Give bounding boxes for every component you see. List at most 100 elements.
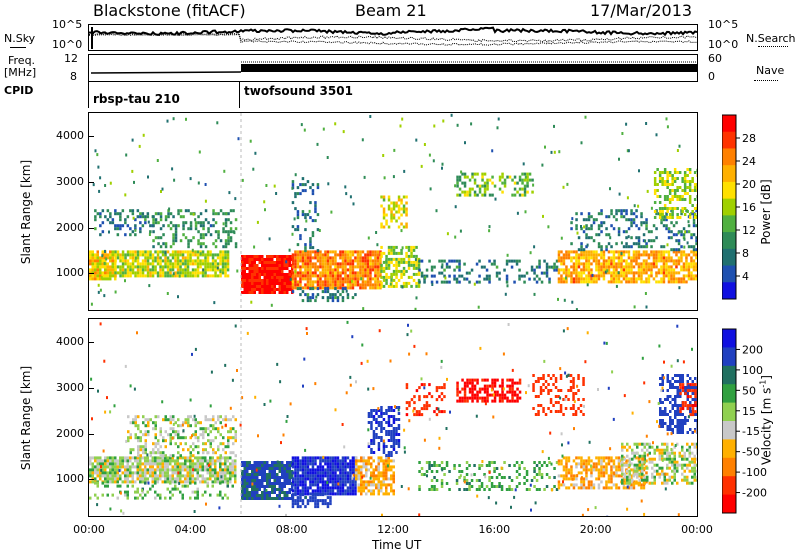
range-cell xyxy=(645,305,648,309)
range-cell xyxy=(124,459,127,463)
range-cell xyxy=(572,265,576,269)
range-cell xyxy=(204,209,208,213)
range-cell xyxy=(306,262,310,266)
range-cell xyxy=(390,486,393,490)
range-cell xyxy=(336,262,340,266)
range-cell xyxy=(197,439,200,443)
range-cell xyxy=(352,202,355,206)
range-cell xyxy=(316,468,320,472)
range-cell xyxy=(341,250,345,254)
range-cell xyxy=(438,386,441,390)
range-cell xyxy=(569,380,573,383)
range-cell xyxy=(349,256,352,260)
range-cell xyxy=(417,272,421,276)
range-cell xyxy=(555,268,559,272)
range-cell xyxy=(197,445,200,449)
range-cell xyxy=(647,256,651,260)
range-cell xyxy=(211,268,215,272)
range-cell xyxy=(294,256,297,260)
range-cell xyxy=(314,483,317,487)
range-cell xyxy=(592,256,596,260)
range-cell xyxy=(665,250,668,254)
colorbar-tick-label: 8 xyxy=(742,247,749,260)
range-cell xyxy=(405,213,408,217)
range-cell xyxy=(191,262,195,266)
range-cell xyxy=(134,456,137,460)
range-cell xyxy=(131,484,134,488)
range-cell xyxy=(159,471,162,475)
range-cell xyxy=(162,242,165,246)
range-cell xyxy=(405,251,408,255)
range-cell xyxy=(481,399,484,403)
range-cell xyxy=(263,261,266,264)
range-cell xyxy=(184,465,187,469)
range-cell xyxy=(319,499,322,503)
range-cell xyxy=(291,473,294,476)
range-cell xyxy=(316,471,320,475)
range-cell xyxy=(637,271,641,275)
range-cell xyxy=(234,436,237,440)
range-cell xyxy=(319,480,322,484)
range-cell xyxy=(309,237,312,241)
range-cell xyxy=(278,476,281,479)
range-cell xyxy=(319,274,322,278)
range-cell xyxy=(263,285,266,288)
range-cell xyxy=(311,287,315,291)
range-cell xyxy=(571,300,574,304)
range-cell xyxy=(94,456,97,460)
range-cell xyxy=(533,245,536,249)
range-cell xyxy=(392,480,395,484)
range-cell xyxy=(283,288,286,291)
range-cell xyxy=(229,477,232,481)
range-cell xyxy=(296,228,300,232)
range-cell xyxy=(114,209,117,213)
range-cell xyxy=(156,456,159,460)
range-cell xyxy=(370,492,373,496)
range-cell xyxy=(137,439,140,443)
colorbar-tick-label: 28 xyxy=(742,132,756,145)
range-cell xyxy=(248,291,251,294)
range-cell xyxy=(212,209,215,213)
range-cell xyxy=(212,439,215,443)
range-cell xyxy=(645,271,648,275)
range-cell xyxy=(372,489,375,493)
range-cell xyxy=(645,224,648,228)
range-cell xyxy=(395,201,398,205)
range-cell xyxy=(229,236,233,240)
range-cell xyxy=(309,246,312,250)
range-cell xyxy=(166,456,169,460)
range-cell xyxy=(214,265,217,269)
range-cell xyxy=(199,262,202,266)
range-cell xyxy=(592,250,596,254)
range-cell xyxy=(344,489,347,493)
range-cell xyxy=(334,468,337,472)
range-cell xyxy=(455,280,459,284)
range-cell xyxy=(557,280,561,284)
range-cell xyxy=(104,465,107,469)
range-cell xyxy=(209,468,212,472)
range-cell xyxy=(261,255,264,258)
range-cell xyxy=(505,262,509,266)
range-cell xyxy=(199,271,202,275)
range-cell xyxy=(116,471,119,475)
range-cell xyxy=(181,474,184,478)
range-cell xyxy=(413,395,416,399)
range-cell xyxy=(214,262,217,266)
range-cell xyxy=(248,476,251,479)
range-cell xyxy=(146,265,150,269)
range-cell xyxy=(385,278,388,282)
range-cell xyxy=(248,279,251,282)
range-cell xyxy=(94,149,97,153)
range-cell xyxy=(336,492,340,496)
range-cell xyxy=(273,470,276,473)
range-cell xyxy=(395,442,398,445)
range-cell xyxy=(395,272,398,276)
range-cell xyxy=(392,418,396,421)
range-cell xyxy=(134,480,137,484)
range-cell xyxy=(184,274,187,278)
range-cell xyxy=(658,213,662,216)
range-cell xyxy=(334,274,337,278)
range-cell xyxy=(580,277,583,281)
range-cell xyxy=(266,276,269,279)
range-cell xyxy=(341,474,345,478)
